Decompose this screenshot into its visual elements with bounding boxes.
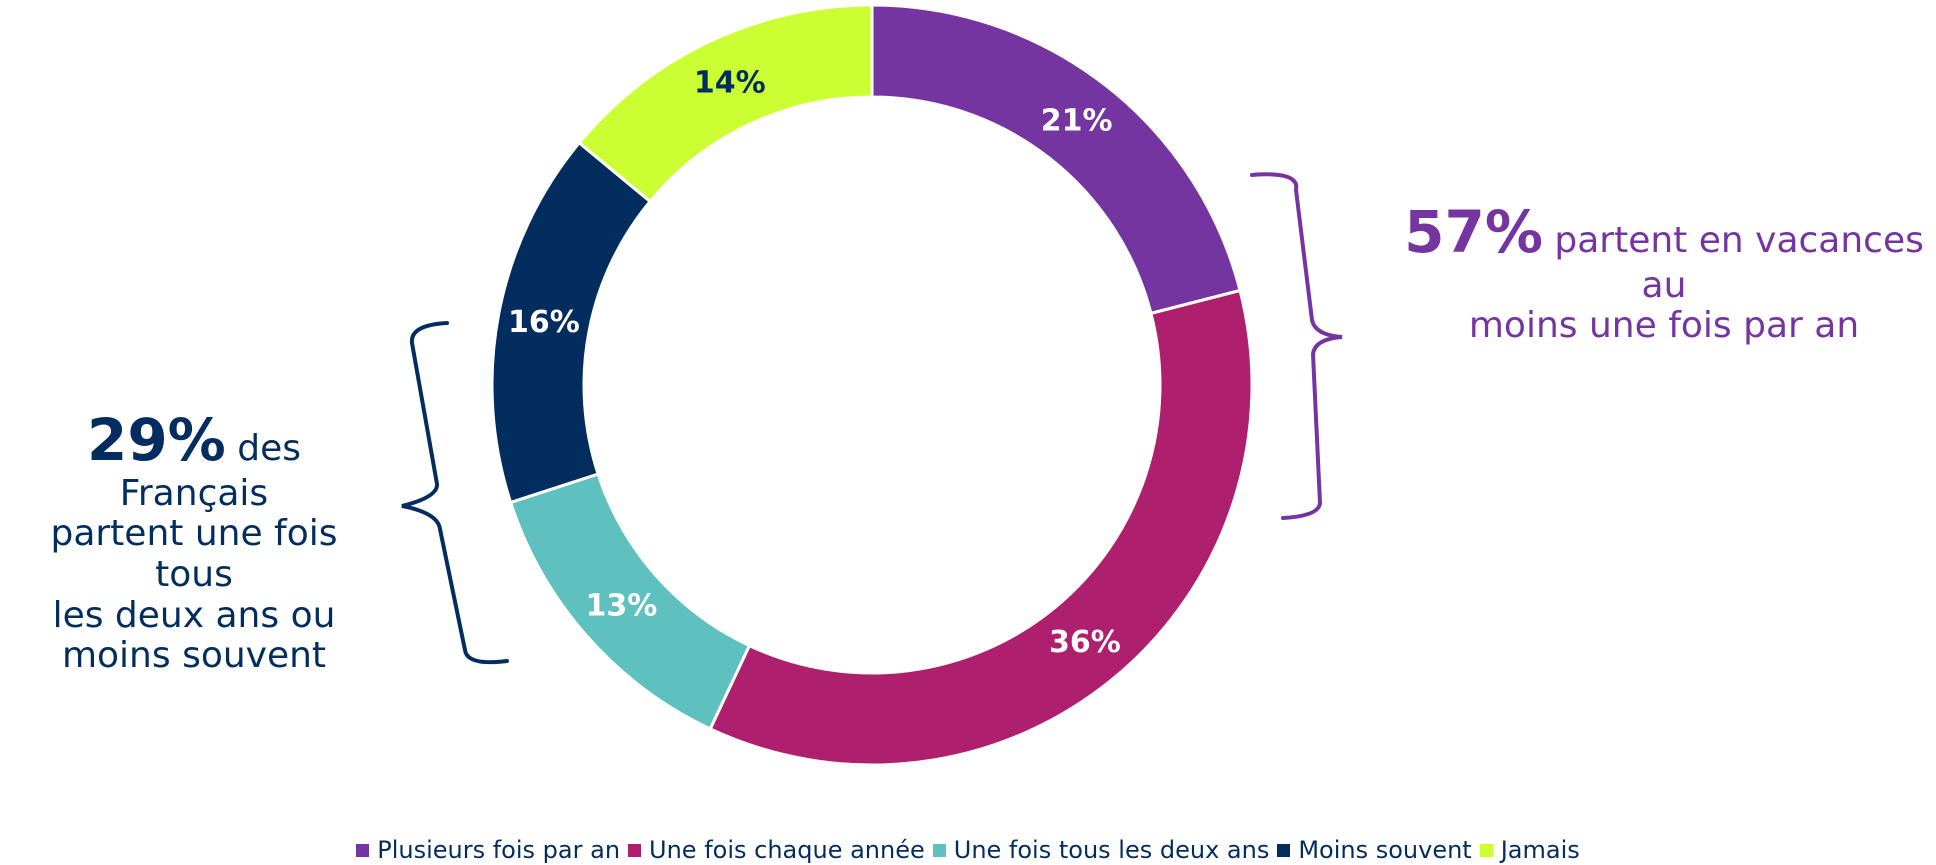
legend-item-une-fois-tous-les-deux-ans: Une fois tous les deux ans [932,836,1270,864]
annotation-left-line3: les deux ans ou [52,594,336,636]
legend-swatch-plusieurs-fois-par-an [356,844,370,857]
legend-swatch-une-fois-chaque-annee [628,844,642,857]
slice-jamais [577,3,874,204]
legend-label-une-fois-tous-les-deux-ans: Une fois tous les deux ans [953,836,1270,864]
legend-swatch-jamais [1479,844,1493,857]
legend: Plusieurs fois par an Une fois chaque ann… [0,836,1936,864]
data-label-une-fois-tous-les-deux-ans: 13% [586,588,658,623]
slice-plusieurs-fois-par-an [870,3,1242,316]
legend-item-jamais: Jamais [1479,836,1580,864]
annotation-left: 29% des Français partent une fois tous l… [8,406,380,677]
legend-swatch-moins-souvent [1277,844,1291,857]
annotation-left-line4: moins souvent [61,635,327,677]
legend-swatch-une-fois-tous-les-deux-ans [932,844,946,857]
donut-slices [490,3,1254,767]
annotation-left-line1: des Français [119,428,302,514]
annotation-right-line2: moins une fois par an [1468,305,1860,347]
annotation-right-value: 57% [1404,198,1543,266]
legend-label-jamais: Jamais [1500,836,1580,864]
legend-item-une-fois-chaque-annee: Une fois chaque année [628,836,925,864]
legend-item-moins-souvent: Moins souvent [1277,836,1472,864]
annotation-right-line1: partent en vacances au [1554,220,1924,306]
data-label-jamais: 14% [694,65,766,100]
bracket-right [1250,172,1343,520]
legend-label-une-fois-chaque-annee: Une fois chaque année [649,836,925,864]
annotation-left-value: 29% [86,406,226,474]
data-label-moins-souvent: 16% [508,305,580,340]
data-label-plusieurs-fois-par-an: 21% [1041,104,1113,139]
legend-label-moins-souvent: Moins souvent [1298,836,1472,864]
legend-item-plusieurs-fois-par-an: Plusieurs fois par an [356,836,620,864]
annotation-right: 57% partent en vacances au moins une foi… [1392,198,1936,347]
legend-label-plusieurs-fois-par-an: Plusieurs fois par an [377,836,621,864]
slice-une-fois-chaque-annee [708,288,1254,767]
bracket-left [401,321,509,665]
annotation-left-line2: partent une fois tous [50,513,338,595]
donut-slice-labels: 21% 36% 13% 16% 14% [508,65,1121,660]
data-label-une-fois-chaque-annee: 36% [1049,625,1121,660]
